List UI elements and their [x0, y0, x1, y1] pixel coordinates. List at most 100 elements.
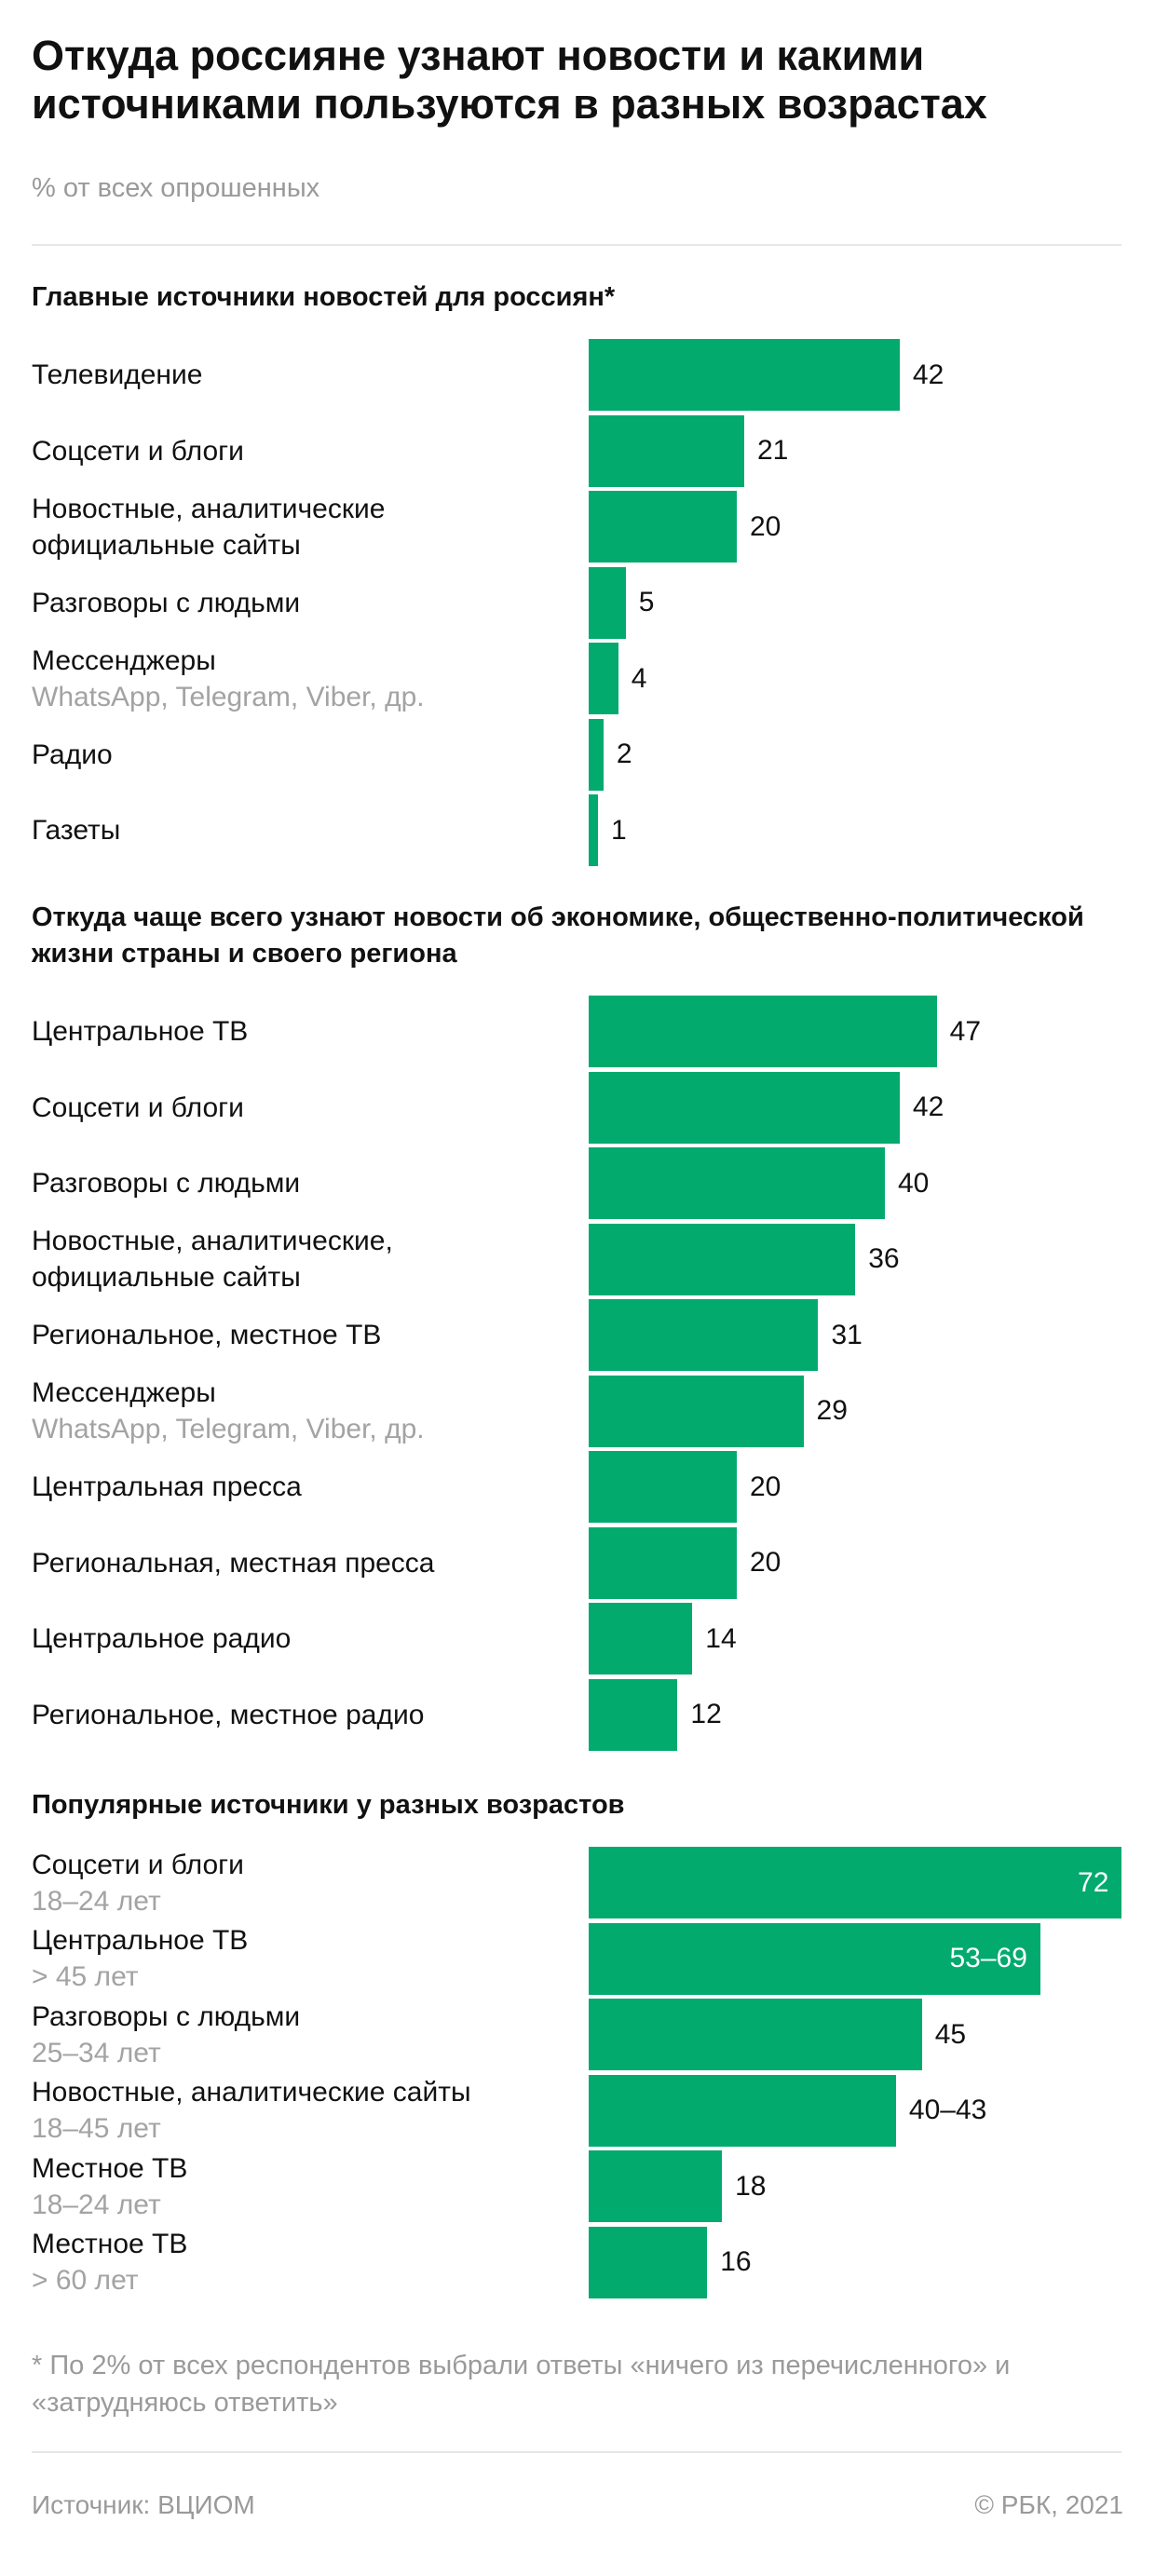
bar-label-subtext: 25–34 лет [32, 2037, 161, 2068]
bar-label-text: Разговоры с людьми [32, 587, 301, 618]
bar-value-label: 5 [638, 587, 655, 617]
bar-label: Региональное, местное радио [32, 1679, 563, 1751]
bar-value-label: 14 [705, 1622, 737, 1654]
bar-value-label: 53–69 [949, 1943, 1027, 1973]
chart-row: Центральное ТВ > 45 лет 53–69 [0, 1922, 1155, 1995]
bar-label-text: Центральное ТВ [32, 1925, 249, 1956]
footnote: * По 2% от всех респондентов выбрали отв… [32, 2351, 1011, 2418]
bar-label-text: Газеты [32, 815, 121, 846]
bar-label: Соцсети и блоги 18–24 лет [32, 1847, 563, 1918]
chart-row: Соцсети и блоги 42 [0, 1071, 1155, 1144]
bar-mark [589, 1922, 1040, 1995]
bar-label: Региональное, местное ТВ [32, 1299, 563, 1371]
bar-value-label: 2 [616, 739, 632, 769]
bar-label: Телевидение [32, 339, 563, 411]
chart-row: Телевидение 42 [0, 339, 1155, 411]
bar-value-label: 31 [831, 1319, 863, 1350]
chart-title: Популярные источники у разных возрастов [32, 1790, 625, 1820]
bar-label: Местное ТВ 18–24 лет [32, 2150, 563, 2222]
bar-label-text: Новостные, аналитические сайты [32, 2077, 471, 2108]
bar-label-text: Региональное, местное радио [32, 1699, 425, 1730]
bar-mark [589, 643, 618, 714]
bar-label-text: Региональная, местная пресса [32, 1547, 435, 1579]
bar-value-label: 42 [912, 359, 944, 390]
bar-mark [589, 339, 900, 411]
bar-mark [589, 1526, 737, 1599]
bar-label-text: Центральное радио [32, 1623, 292, 1654]
chart-row: Местное ТВ > 60 лет 16 [0, 2226, 1155, 2298]
bar-mark [589, 1299, 819, 1371]
bar-label: Соцсети и блоги [32, 415, 563, 487]
bar-value-label: 29 [816, 1395, 848, 1426]
bar-mark [589, 2226, 708, 2298]
bar-label-text: Соцсети и блоги [32, 435, 244, 467]
bar-label: Центральное ТВ > 45 лет [32, 1923, 563, 1995]
bar-value-label: 45 [934, 2018, 967, 2050]
chart-row: Разговоры с людьми 40 [0, 1147, 1155, 1219]
bar-label: Новостные, аналитические официальные сай… [32, 491, 563, 563]
bar-value-label: 47 [949, 1015, 982, 1047]
bar-label-subtext: WhatsApp, Telegram, Viber, др. [32, 1414, 425, 1444]
chart-row: Газеты 1 [0, 794, 1155, 866]
bar-label-subtext: 18–24 лет [32, 2189, 161, 2220]
bar-label: Центральное радио [32, 1603, 563, 1674]
source-credit: Источник: ВЦИОМ [32, 2490, 255, 2519]
bar-label-text: Мессенджеры [32, 644, 216, 676]
bar-value-label: 4 [631, 662, 647, 694]
bar-value-label: 12 [690, 1699, 722, 1729]
bar-label-subtext: > 60 лет [32, 2265, 139, 2296]
chart-row: Соцсети и блоги 21 [0, 414, 1155, 487]
bar-label-subtext: WhatsApp, Telegram, Viber, др. [32, 681, 425, 712]
bar-label-subtext: > 45 лет [32, 1961, 139, 1992]
bar-label: Центральное ТВ [32, 996, 563, 1067]
bar-label: Мессенджеры WhatsApp, Telegram, Viber, др… [32, 1376, 563, 1447]
bar-value-label: 16 [720, 2246, 752, 2277]
bar-label-subtext: 18–45 лет [32, 2113, 161, 2144]
bar-label-text: Радио [32, 739, 113, 770]
bar-label-text: Соцсети и блоги [32, 1091, 244, 1123]
page-title: Откуда россияне узнают новости и какими … [32, 32, 987, 128]
bar-label-text: Разговоры с людьми [32, 1168, 301, 1199]
bar-mark [589, 2074, 896, 2147]
bar-mark [589, 1147, 885, 1219]
bar-label: Центральная пресса [32, 1451, 563, 1523]
bar-value-label: 20 [750, 1471, 781, 1502]
bar-label: Радио [32, 719, 563, 791]
chart-title: Главные источники новостей для россиян* [32, 282, 616, 312]
bar-mark [589, 1999, 922, 2070]
bar-mark [589, 414, 744, 487]
bar-label-text: Центральное ТВ [32, 1016, 249, 1047]
bar-label-text: Местное ТВ [32, 2229, 188, 2259]
chart-title: Откуда чаще всего узнают новости об экон… [32, 902, 1084, 969]
bar-mark [589, 1678, 678, 1751]
chart-row: Центральная пресса 20 [0, 1451, 1155, 1523]
bar-label-text: Центральная пресса [32, 1471, 302, 1502]
bar-label-text: Новостные, аналитические, официальные са… [32, 1226, 393, 1293]
bar-label-subtext: 18–24 лет [32, 1885, 161, 1917]
chart-row: Мессенджеры WhatsApp, Telegram, Viber, др… [0, 643, 1155, 714]
page-subtitle: % от всех опрошенных [32, 173, 320, 203]
bar-mark [589, 1375, 804, 1447]
bar-value-label: 20 [750, 510, 781, 542]
chart-row: Мессенджеры WhatsApp, Telegram, Viber, др… [0, 1375, 1155, 1447]
bar-mark [589, 491, 737, 563]
bar-mark [589, 996, 937, 1067]
bar-mark [589, 1603, 693, 1674]
chart-row: Региональное, местное ТВ 31 [0, 1299, 1155, 1371]
bar-label-text: Новостные, аналитические официальные сай… [32, 493, 386, 561]
bar-label: Разговоры с людьми [32, 1147, 563, 1219]
chart-row: Соцсети и блоги 18–24 лет 72 [0, 1847, 1155, 1918]
chart-row: Разговоры с людьми 25–34 лет 45 [0, 1999, 1155, 2070]
bar-label: Региональная, местная пресса [32, 1527, 563, 1599]
chart-row: Новостные, аналитические официальные сай… [0, 491, 1155, 563]
bar-label-text: Разговоры с людьми [32, 2000, 301, 2032]
bottom-divider [32, 2451, 1121, 2453]
bar-label-text: Мессенджеры [32, 1377, 216, 1408]
chart-row: Новостные, аналитические сайты 18–45 лет 4… [0, 2074, 1155, 2147]
chart-row: Разговоры с людьми 5 [0, 566, 1155, 639]
bar-label-text: Местное ТВ [32, 2152, 188, 2184]
chart-row: Центральное ТВ 47 [0, 996, 1155, 1067]
bar-label: Новостные, аналитические, официальные са… [32, 1224, 563, 1295]
bar-value-label: 20 [750, 1547, 781, 1578]
bar-value-label: 21 [756, 435, 789, 466]
